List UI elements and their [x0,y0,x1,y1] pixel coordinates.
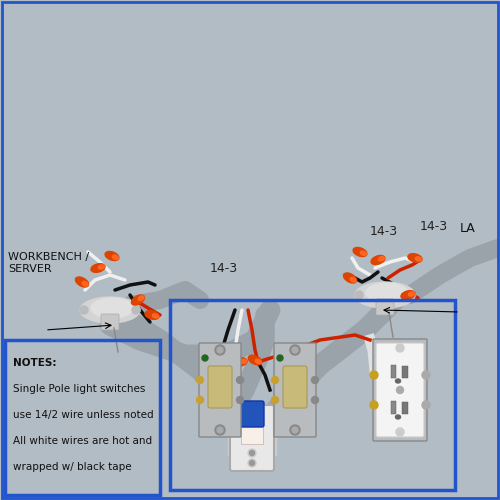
Circle shape [272,376,278,384]
Ellipse shape [91,298,133,318]
Circle shape [236,376,244,384]
Ellipse shape [371,256,385,264]
Bar [270,415,276,455]
FancyBboxPatch shape [391,365,396,378]
FancyBboxPatch shape [241,424,263,444]
Ellipse shape [353,248,367,256]
Text: wrapped w/ black tape: wrapped w/ black tape [13,462,132,472]
Circle shape [292,347,298,353]
Ellipse shape [218,350,232,360]
Ellipse shape [408,254,422,262]
Text: WORKBENCH /
SERVER: WORKBENCH / SERVER [8,252,89,274]
Circle shape [312,376,318,384]
Ellipse shape [378,256,384,261]
FancyBboxPatch shape [373,339,427,441]
Circle shape [396,428,404,436]
Ellipse shape [145,310,159,320]
Ellipse shape [76,277,88,287]
Ellipse shape [408,292,414,296]
Circle shape [312,396,318,404]
Text: All white wires are hot and: All white wires are hot and [13,436,152,446]
Ellipse shape [132,295,144,305]
Ellipse shape [112,255,118,260]
Circle shape [215,345,225,355]
Ellipse shape [344,273,356,283]
Ellipse shape [152,314,158,318]
Circle shape [236,396,244,404]
Ellipse shape [396,379,400,383]
Bar [5,340,160,495]
Circle shape [370,401,378,409]
Ellipse shape [240,360,246,364]
FancyBboxPatch shape [208,366,232,408]
Bar [170,300,455,490]
Ellipse shape [138,296,144,300]
Circle shape [250,450,254,456]
Text: Single Pole light switches: Single Pole light switches [13,384,145,394]
Text: LA: LA [460,222,476,235]
FancyBboxPatch shape [402,402,408,414]
Circle shape [248,449,256,457]
FancyBboxPatch shape [240,401,264,427]
FancyBboxPatch shape [376,343,424,437]
Text: 14-3: 14-3 [420,220,448,233]
Circle shape [277,355,283,361]
Circle shape [355,291,363,299]
Circle shape [202,355,208,361]
Ellipse shape [360,251,366,256]
FancyBboxPatch shape [283,366,307,408]
Circle shape [217,427,223,433]
Circle shape [132,306,140,314]
Circle shape [290,345,300,355]
Ellipse shape [416,257,422,261]
Text: 14-3: 14-3 [370,225,398,238]
Ellipse shape [366,283,408,303]
Ellipse shape [105,252,119,260]
FancyBboxPatch shape [402,366,408,378]
Ellipse shape [82,282,88,286]
Text: use 14/2 wire unless noted: use 14/2 wire unless noted [13,410,154,420]
Circle shape [80,306,88,314]
Ellipse shape [248,355,262,365]
Circle shape [272,396,278,404]
Circle shape [215,425,225,435]
FancyBboxPatch shape [274,343,316,437]
Text: 14-3: 14-3 [210,262,238,275]
Circle shape [422,371,430,379]
Circle shape [196,376,203,384]
Circle shape [292,427,298,433]
Circle shape [396,344,404,352]
Circle shape [250,460,254,466]
Ellipse shape [98,265,104,269]
Text: NOTES:: NOTES: [13,358,57,368]
Ellipse shape [80,297,140,323]
Ellipse shape [226,354,232,358]
Circle shape [217,347,223,353]
FancyBboxPatch shape [376,299,394,315]
Bar [228,415,234,455]
Circle shape [248,459,256,467]
Ellipse shape [401,290,415,300]
Ellipse shape [396,415,400,419]
Ellipse shape [350,278,356,282]
Circle shape [290,425,300,435]
Ellipse shape [355,282,415,308]
FancyBboxPatch shape [101,314,119,330]
Circle shape [396,386,404,394]
Ellipse shape [91,264,105,272]
FancyBboxPatch shape [391,401,396,414]
Circle shape [196,396,203,404]
Ellipse shape [256,360,261,364]
FancyBboxPatch shape [230,405,274,471]
Circle shape [407,291,415,299]
FancyBboxPatch shape [199,343,241,437]
Circle shape [422,401,430,409]
Ellipse shape [233,358,247,366]
Circle shape [370,371,378,379]
